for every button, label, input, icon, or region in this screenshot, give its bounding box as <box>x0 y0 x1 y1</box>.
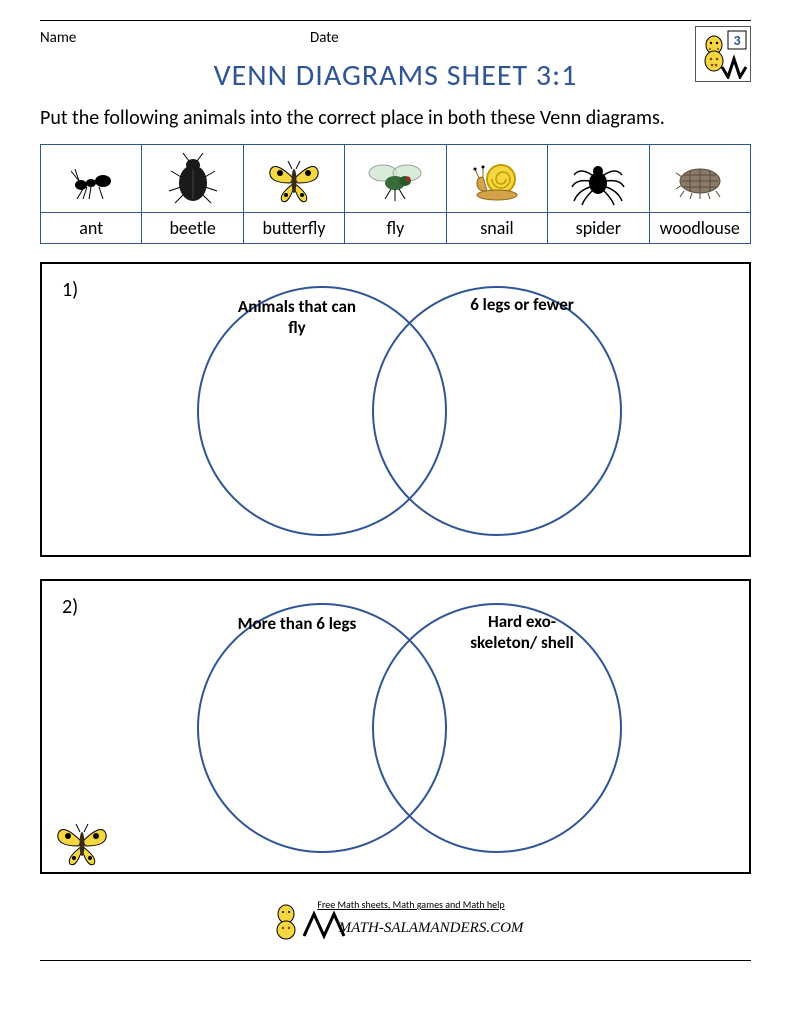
venn-diagram: 1) Animals that can fly 6 legs or fewer <box>40 262 751 557</box>
beetle-label: beetle <box>142 213 243 244</box>
butterfly-icon <box>52 814 110 862</box>
spider-icon <box>548 145 649 213</box>
woodlouse-icon <box>649 145 750 213</box>
venn-right-label: Hard exo-skeleton/ shell <box>457 611 587 654</box>
venn-number: 2) <box>62 595 78 619</box>
fly-label: fly <box>345 213 446 244</box>
page-footer: Free Math sheets, Math games and Math he… <box>40 896 751 944</box>
fly-icon <box>345 145 446 213</box>
page-title: VENN DIAGRAMS SHEET 3:1 <box>40 57 751 94</box>
ant-icon <box>41 145 142 213</box>
instructions-text: Put the following animals into the corre… <box>40 104 751 132</box>
butterfly-label: butterfly <box>243 213 344 244</box>
venn-left-label: Animals that can fly <box>237 296 357 339</box>
venn-left-label: More than 6 legs <box>237 613 357 634</box>
svg-text:Free Math sheets, Math games a: Free Math sheets, Math games and Math he… <box>317 898 504 911</box>
ant-label: ant <box>41 213 142 244</box>
butterfly-icon <box>243 145 344 213</box>
snail-label: snail <box>446 213 547 244</box>
venn-number: 1) <box>62 278 78 302</box>
venn-circle-right <box>372 286 622 536</box>
venn-right-label: 6 legs or fewer <box>457 294 587 315</box>
name-label: Name <box>40 29 310 47</box>
venn-diagram: 2) More than 6 legs Hard exo-skeleton/ she… <box>40 579 751 874</box>
woodlouse-label: woodlouse <box>649 213 750 244</box>
date-label: Date <box>310 29 339 47</box>
spider-label: spider <box>548 213 649 244</box>
beetle-icon <box>142 145 243 213</box>
grade-logo: 3 <box>695 26 751 82</box>
svg-text:MATH-SALAMANDERS.COM: MATH-SALAMANDERS.COM <box>337 920 524 936</box>
svg-text:3: 3 <box>733 32 740 49</box>
snail-icon <box>446 145 547 213</box>
animals-table: antbeetlebutterflyflysnailspiderwoodlous… <box>40 144 751 244</box>
